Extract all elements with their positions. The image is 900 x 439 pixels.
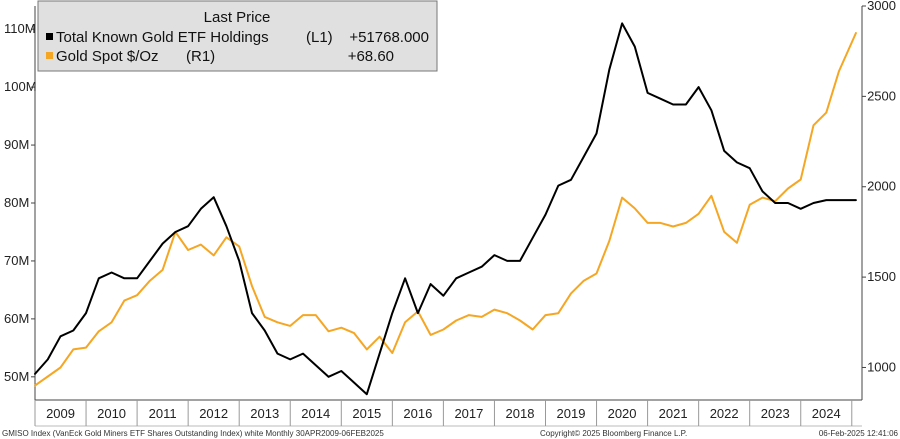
x-tick-label: 2023 [761,406,790,421]
x-tick-label: 2011 [149,406,177,421]
tick-layer: 50M 60M 70M 80M 90M 100M 110M 1000 1500 2000 2500 3… [4,0,896,426]
x-tick-label: 2020 [608,406,637,421]
x-tick-label: 2022 [710,406,739,421]
right-tick-label: 2000 [867,179,896,194]
right-tick-label: 1500 [867,269,896,284]
x-tick-label: 2013 [250,406,279,421]
legend-name-gold-spot: Gold Spot $/Oz [56,48,159,65]
series-line-etf-holdings [34,22,857,396]
left-tick-label: 100M [4,79,37,94]
left-tick-label: 110M [4,21,36,36]
left-tick-label: 90M [4,137,29,152]
right-tick-label: 1000 [867,359,896,374]
x-tick-label: 2016 [403,406,432,421]
x-tick-label: 2019 [557,406,586,421]
left-tick-label: 50M [4,369,29,384]
legend: Last Price Total Known Gold ETF Holdings… [37,0,438,72]
legend-title: Last Price [204,9,271,26]
left-tick-label: 70M [4,253,29,268]
x-tick-label: 2018 [506,406,535,421]
series-layer [34,22,857,396]
footer-timestamp: 06-Feb-2025 12:41:06 [819,429,899,438]
legend-swatch-etf-holdings [46,33,53,40]
footer-copyright: Copyright© 2025 Bloomberg Finance L.P. [540,429,687,438]
x-tick-label: 2021 [659,406,688,421]
left-tick-label: 80M [4,195,29,210]
x-tick-label: 2009 [46,406,75,421]
left-tick-label: 60M [4,311,29,326]
legend-axis-etf-holdings: (L1) [306,29,333,46]
x-tick-label: 2017 [454,406,483,421]
x-tick-label: 2010 [97,406,126,421]
legend-swatch-gold-spot [46,52,53,59]
legend-value-etf-holdings: +51768.000 [349,29,429,46]
series-line-gold-spot [34,32,857,387]
legend-name-etf-holdings: Total Known Gold ETF Holdings [56,29,269,46]
footer-source: GMISO Index (VanEck Gold Miners ETF Shar… [2,429,384,438]
legend-value-gold-spot: +68.60 [348,48,394,65]
right-tick-label: 3000 [867,0,896,13]
x-tick-label: 2012 [199,406,228,421]
x-tick-label: 2014 [301,406,330,421]
x-tick-label: 2015 [352,406,381,421]
x-tick-label: 2024 [812,406,841,421]
legend-box [37,0,438,72]
right-tick-label: 2500 [867,88,896,103]
legend-axis-gold-spot: (R1) [186,48,215,65]
